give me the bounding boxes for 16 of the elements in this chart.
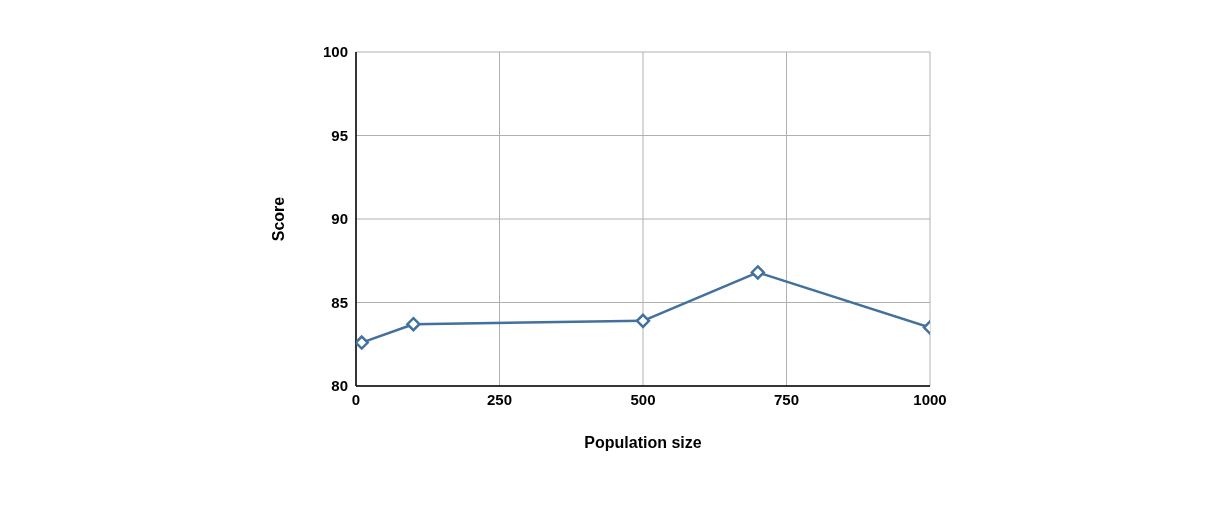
y-tick-label: 90 — [331, 210, 348, 228]
x-tick-label: 0 — [351, 390, 361, 408]
y-tick-label: 80 — [331, 377, 348, 395]
y-tick-label: 85 — [331, 293, 348, 311]
point — [635, 313, 651, 329]
point — [750, 265, 766, 280]
y-axis-title: Score — [269, 196, 287, 242]
x-axis-title: Population size — [584, 434, 702, 451]
y-tick-label: 95 — [331, 126, 348, 144]
y-tick-label: 100 — [322, 43, 348, 61]
x-tick-label: 500 — [630, 390, 656, 408]
x-tick-label: 750 — [773, 390, 800, 408]
point — [356, 335, 369, 350]
x-tick-label: 250 — [486, 390, 513, 408]
point — [406, 316, 421, 332]
x-tick-label: 1000 — [913, 390, 947, 408]
